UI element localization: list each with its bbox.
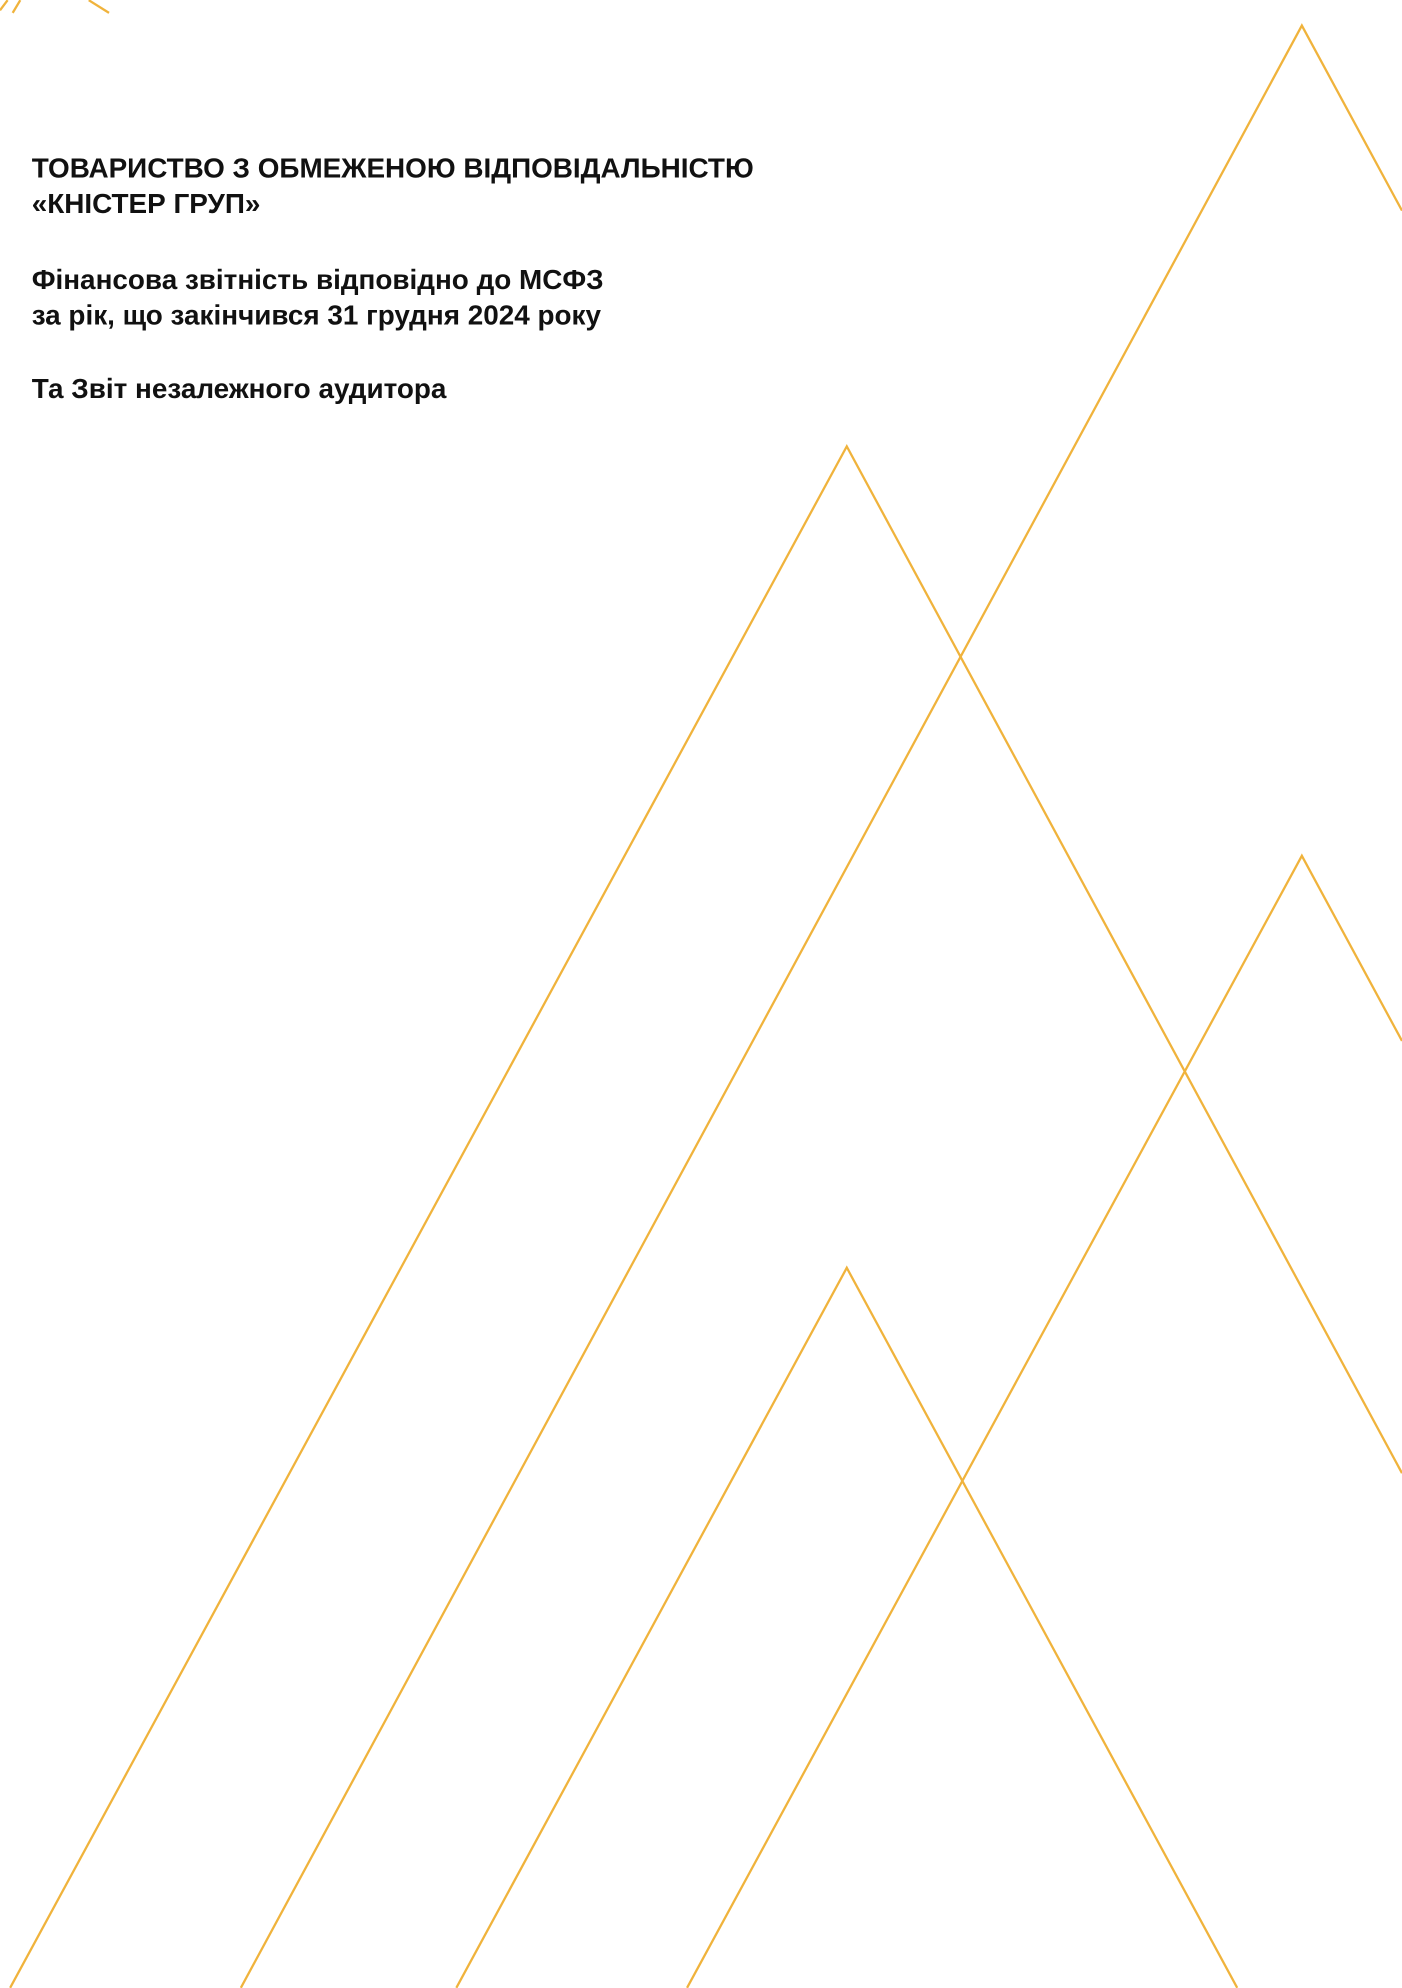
triangle-line — [455, 1265, 1239, 1988]
company-name: ТОВАРИСТВО З ОБМЕЖЕНОЮ ВІДПОВІДАЛЬНІСТЮ — [32, 153, 754, 184]
triangle-line — [239, 23, 1402, 1988]
corner-line — [0, 0, 9, 12]
auditor-report: Та Звіт незалежного аудитора — [32, 373, 447, 404]
triangle-line — [9, 443, 1402, 1988]
triangle-line — [686, 853, 1402, 1988]
company-name: «КНІСТЕР ГРУП» — [32, 188, 261, 219]
corner-line — [88, 0, 110, 14]
report-title: Фінансова звітність відповідно до МСФЗ — [32, 264, 604, 295]
corner-line — [11, 0, 22, 14]
report-title: за рік, що закінчився 31 грудня 2024 рок… — [32, 300, 602, 331]
